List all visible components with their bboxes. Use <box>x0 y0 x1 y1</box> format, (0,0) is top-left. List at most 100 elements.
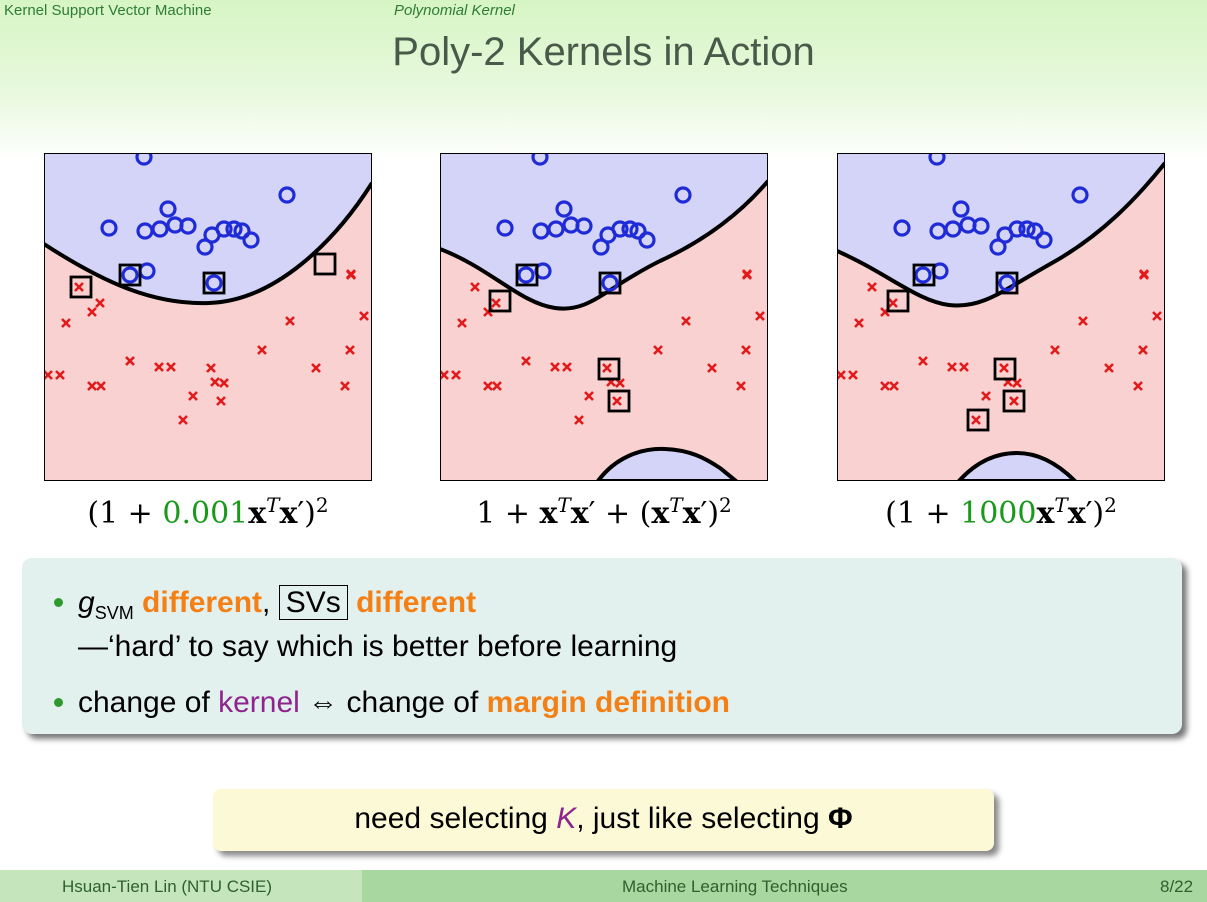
negative-sample <box>285 316 295 326</box>
support-vector-box <box>607 389 631 413</box>
positive-sample <box>1008 220 1026 238</box>
positive-region-lower <box>595 446 740 481</box>
positive-sample <box>517 266 535 284</box>
negative-sample <box>451 370 461 380</box>
negative-sample <box>707 363 717 373</box>
negative-sample <box>154 362 164 372</box>
positive-sample <box>952 200 970 218</box>
bullet-2: change of kernel ⇔ change of margin defi… <box>54 686 730 720</box>
positive-sample <box>914 266 932 284</box>
negative-sample <box>612 396 622 406</box>
support-vector-box <box>488 289 512 313</box>
negative-sample <box>888 298 898 308</box>
negative-sample <box>55 370 65 380</box>
footer-author-bar: Hsuan-Tien Lin (NTU CSIE) <box>0 870 362 902</box>
positive-sample <box>972 217 990 235</box>
support-vector-box <box>1002 389 1026 413</box>
footer-course: Machine Learning Techniques <box>622 877 848 896</box>
positive-sample <box>638 231 656 249</box>
bullet-panel: gSVM different, SVs different —‘hard’ to… <box>22 558 1182 734</box>
negative-sample <box>346 270 356 280</box>
positive-sample <box>592 238 610 256</box>
support-vector-box <box>912 263 936 287</box>
negative-sample <box>359 311 369 321</box>
negative-sample <box>483 381 493 391</box>
bullet-1-line2: —‘hard’ to say which is better before le… <box>78 630 678 663</box>
positive-sample <box>196 238 214 256</box>
positive-sample <box>555 200 573 218</box>
positive-sample <box>674 186 692 204</box>
positive-sample <box>998 274 1016 292</box>
negative-sample <box>947 362 957 372</box>
footer-author: Hsuan-Tien Lin (NTU CSIE) <box>62 877 273 896</box>
support-vector-box <box>597 357 621 381</box>
support-vector-box <box>515 263 539 287</box>
negative-sample <box>1133 381 1143 391</box>
negative-sample <box>918 356 928 366</box>
negative-sample <box>1078 316 1088 326</box>
support-vector-box <box>966 408 990 432</box>
negative-sample <box>521 356 531 366</box>
support-vector-box <box>886 289 910 313</box>
positive-sample <box>611 220 629 238</box>
positive-sample <box>1018 220 1036 238</box>
decision-boundary <box>44 181 372 306</box>
section-crumb: Kernel Support Vector Machine <box>4 2 212 19</box>
negative-sample <box>257 345 267 355</box>
negative-sample <box>981 391 991 401</box>
positive-sample <box>547 220 565 238</box>
bullet-dot <box>54 598 63 607</box>
positive-sample <box>944 220 962 238</box>
footer-page: 8/22 <box>1160 877 1194 896</box>
slide-footer: Hsuan-Tien Lin (NTU CSIE) Machine Learni… <box>0 870 1207 902</box>
positive-sample <box>989 238 1007 256</box>
negative-sample <box>440 370 449 380</box>
positive-region-lower <box>956 450 1078 481</box>
svm-plot-3 <box>837 153 1165 481</box>
negative-sample <box>188 391 198 401</box>
positive-sample <box>135 153 153 166</box>
positive-sample <box>621 220 639 238</box>
positive-sample <box>278 186 296 204</box>
negative-sample <box>550 362 560 372</box>
negative-sample <box>345 345 355 355</box>
takeaway-note: need selecting K, just like selecting Φ <box>213 789 994 851</box>
subsection-crumb: Polynomial Kernel <box>394 2 515 19</box>
negative-sample <box>848 370 858 380</box>
positive-sample <box>531 153 549 166</box>
negative-sample <box>736 381 746 391</box>
positive-sample <box>225 220 243 238</box>
support-vector-box <box>598 271 622 295</box>
support-vector-box <box>118 263 142 287</box>
negative-sample <box>219 378 229 388</box>
negative-sample <box>210 377 220 387</box>
positive-sample <box>151 220 169 238</box>
negative-sample <box>854 318 864 328</box>
negative-sample <box>87 381 97 391</box>
negative-sample <box>653 345 663 355</box>
negative-sample <box>96 381 106 391</box>
negative-sample <box>491 298 501 308</box>
support-vector-box <box>313 252 337 276</box>
svm-plot-1 <box>44 153 372 481</box>
negative-sample <box>166 362 176 372</box>
positive-sample <box>1026 222 1044 240</box>
decision-boundary <box>440 179 768 311</box>
slide-header: Kernel Support Vector Machine Polynomial… <box>0 0 1207 160</box>
negative-sample <box>959 362 969 372</box>
positive-sample <box>159 200 177 218</box>
positive-sample <box>1035 231 1053 249</box>
support-vector-box <box>993 357 1017 381</box>
negative-sample <box>889 381 899 391</box>
positive-sample <box>893 219 911 237</box>
negative-sample <box>837 370 846 380</box>
positive-sample <box>629 222 647 240</box>
negative-sample <box>742 270 752 280</box>
takeaway-text: need selecting K, just like selecting Φ <box>354 802 853 835</box>
plot-frame <box>440 153 768 481</box>
positive-sample <box>575 217 593 235</box>
negative-sample <box>755 311 765 321</box>
negative-sample <box>1050 345 1060 355</box>
negative-sample <box>95 298 105 308</box>
negative-sample <box>867 282 877 292</box>
